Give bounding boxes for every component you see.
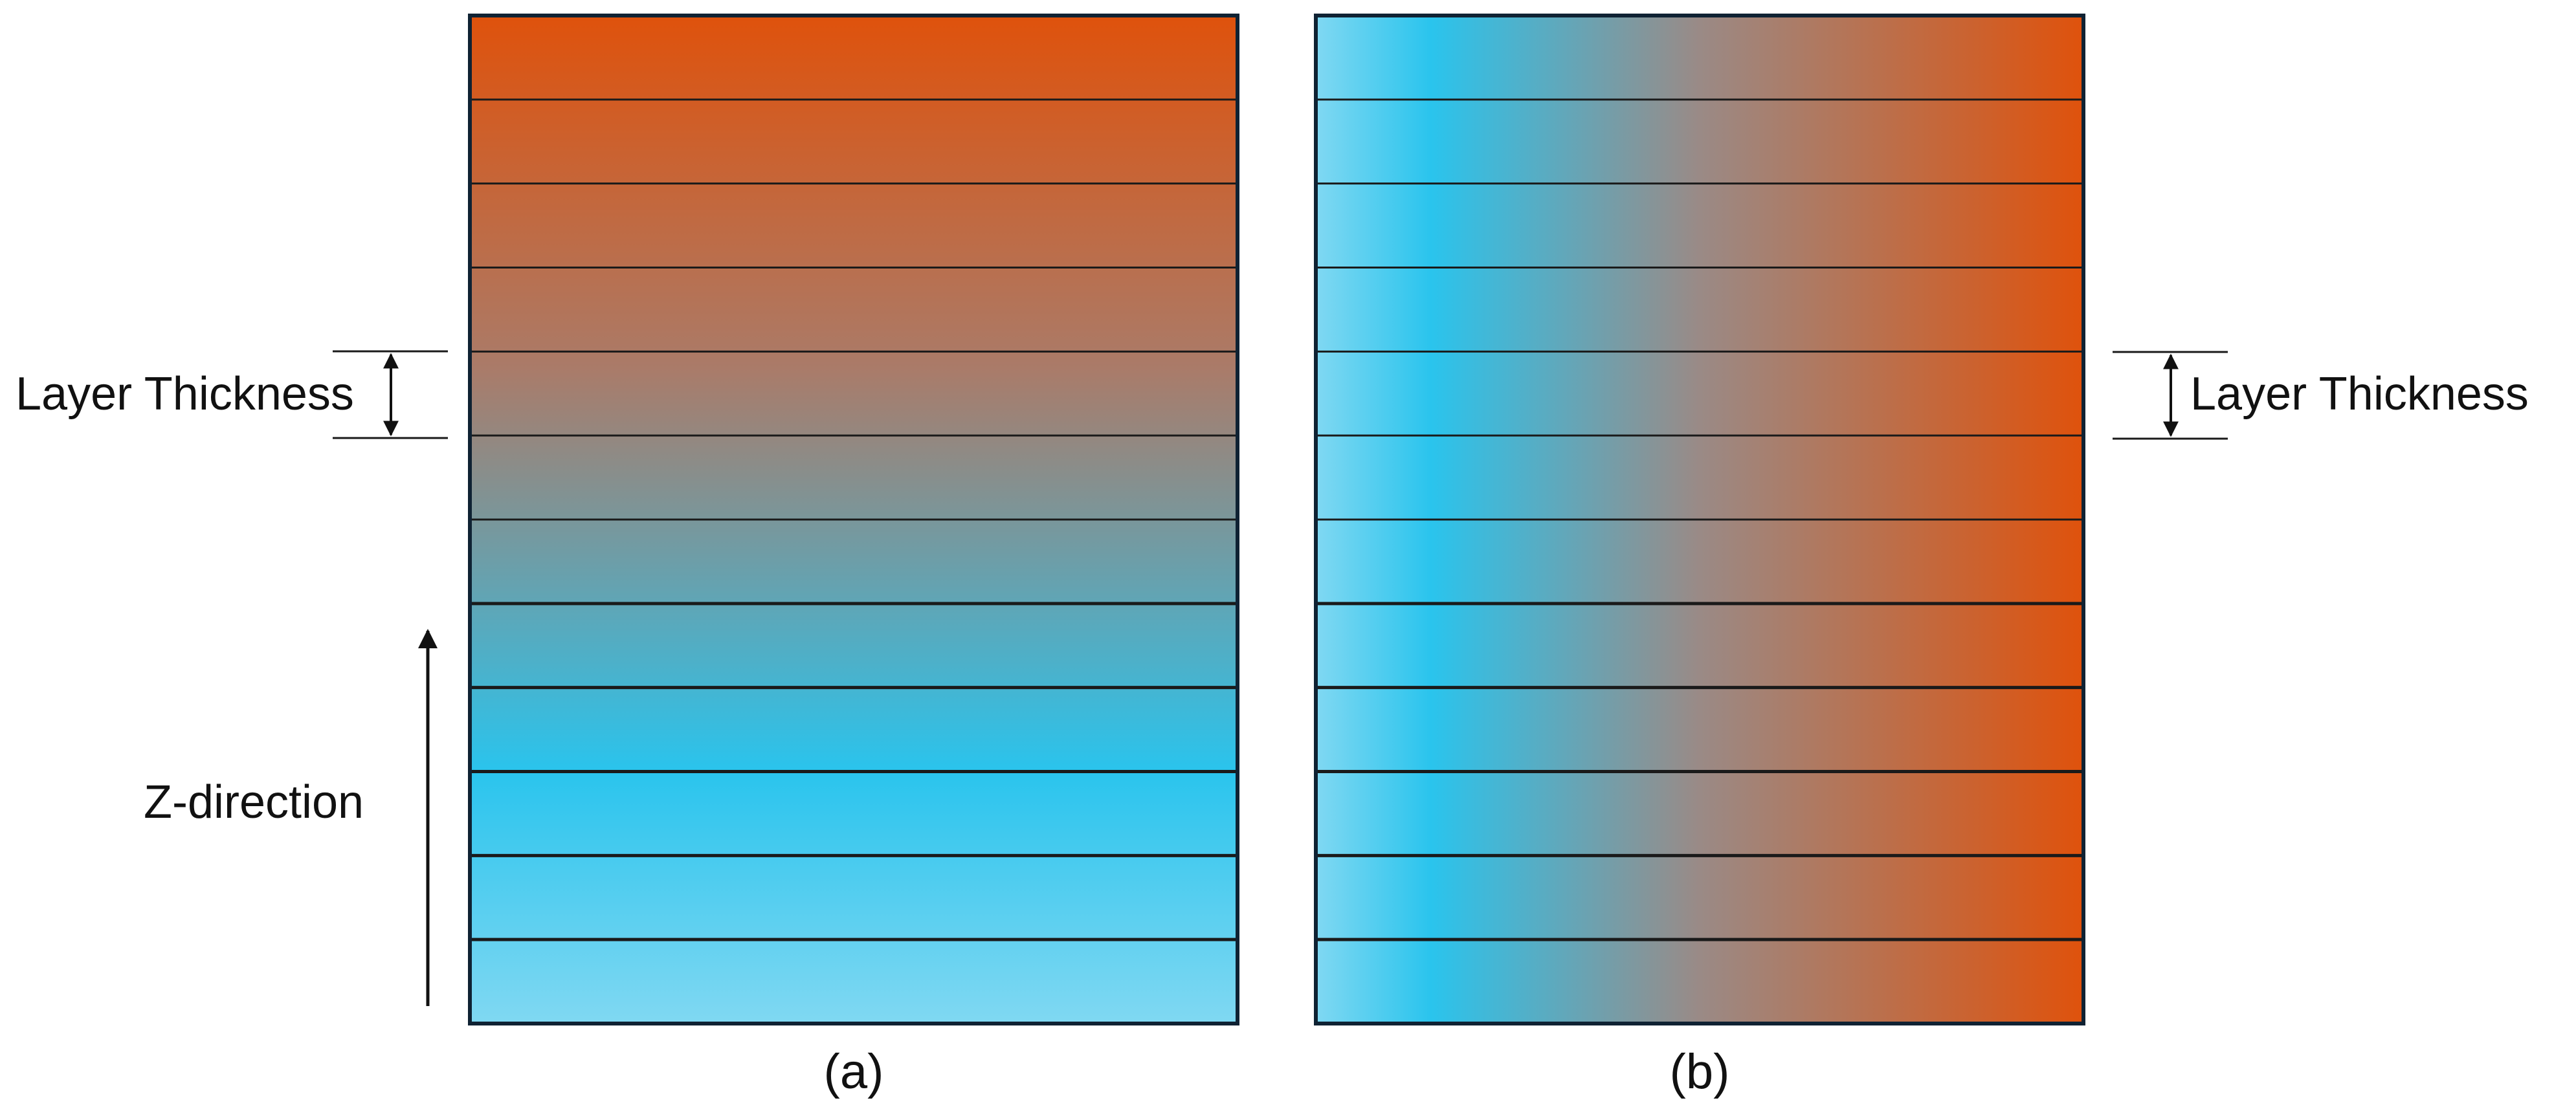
panel-b-caption: (b) [1670, 1044, 1730, 1099]
layer-thickness-annotation-left: Layer Thickness [16, 350, 448, 439]
layer-thickness-label-right: Layer Thickness [2190, 368, 2529, 420]
z-direction-annotation: Z-direction [144, 629, 438, 1006]
z-direction-label: Z-direction [144, 776, 364, 828]
panel-a-caption: (a) [824, 1044, 884, 1099]
layer-thickness-label-left: Layer Thickness [16, 368, 354, 420]
panel-a: (a) [468, 14, 1239, 1099]
panel-b-layer-lines [1316, 98, 2083, 941]
panel-a-layer-lines [470, 98, 1238, 941]
panel-b-outline [1314, 14, 2085, 1025]
panel-b: (b) [1314, 14, 2085, 1099]
panel-a-outline [468, 14, 1239, 1025]
layer-thickness-annotation-right: Layer Thickness [2113, 351, 2529, 440]
